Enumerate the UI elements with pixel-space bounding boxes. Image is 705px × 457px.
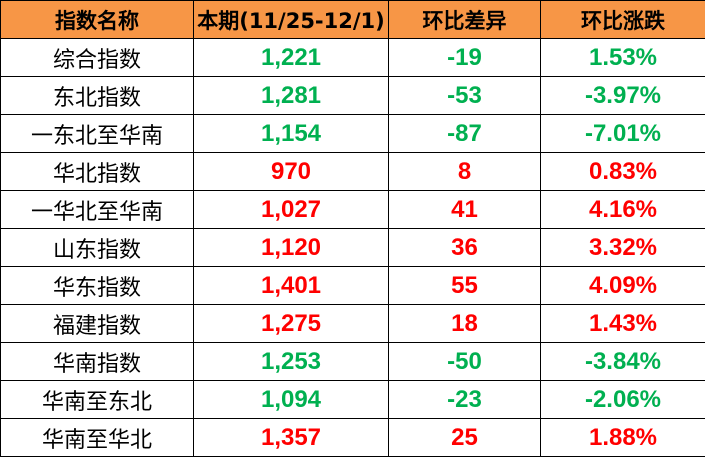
name-cell: 一东北至华南 [0, 114, 194, 153]
name-cell: 华南指数 [0, 342, 194, 381]
header-value: 本期(11/25-12/1) [193, 0, 389, 39]
table-row: 华东指数 1,401 55 4.09% [0, 266, 705, 305]
value-cell: 1,357 [193, 418, 389, 457]
pct-cell: 4.09% [540, 266, 705, 305]
diff-cell: -19 [388, 38, 541, 77]
pct-cell: 0.83% [540, 152, 705, 191]
diff-cell: -53 [388, 76, 541, 115]
diff-cell: -23 [388, 380, 541, 419]
name-cell: 山东指数 [0, 228, 194, 267]
value-cell: 970 [193, 152, 389, 191]
table-row: 一华北至华南 1,027 41 4.16% [0, 190, 705, 229]
value-cell: 1,275 [193, 304, 389, 343]
header-pct: 环比涨跌 [540, 0, 705, 39]
pct-cell: -2.06% [540, 380, 705, 419]
name-cell: 综合指数 [0, 38, 194, 77]
pct-cell: -3.97% [540, 76, 705, 115]
pct-cell: 4.16% [540, 190, 705, 229]
pct-cell: 1.88% [540, 418, 705, 457]
value-cell: 1,253 [193, 342, 389, 381]
name-cell: 东北指数 [0, 76, 194, 115]
pct-cell: 3.32% [540, 228, 705, 267]
diff-cell: -50 [388, 342, 541, 381]
value-cell: 1,120 [193, 228, 389, 267]
table-row: 华南指数 1,253 -50 -3.84% [0, 342, 705, 381]
diff-cell: 18 [388, 304, 541, 343]
name-cell: 福建指数 [0, 304, 194, 343]
table-row: 华南至华北 1,357 25 1.88% [0, 418, 705, 457]
value-cell: 1,281 [193, 76, 389, 115]
name-cell: 华南至东北 [0, 380, 194, 419]
diff-cell: 55 [388, 266, 541, 305]
table-row: 一东北至华南 1,154 -87 -7.01% [0, 114, 705, 153]
table-row: 福建指数 1,275 18 1.43% [0, 304, 705, 343]
diff-cell: 41 [388, 190, 541, 229]
name-cell: 一华北至华南 [0, 190, 194, 229]
name-cell: 华东指数 [0, 266, 194, 305]
value-cell: 1,401 [193, 266, 389, 305]
pct-cell: 1.53% [540, 38, 705, 77]
pct-cell: 1.43% [540, 304, 705, 343]
header-name: 指数名称 [0, 0, 194, 39]
diff-cell: -87 [388, 114, 541, 153]
pct-cell: -7.01% [540, 114, 705, 153]
header-row: 指数名称 本期(11/25-12/1) 环比差异 环比涨跌 [0, 0, 705, 39]
diff-cell: 36 [388, 228, 541, 267]
diff-cell: 8 [388, 152, 541, 191]
table-row: 华南至东北 1,094 -23 -2.06% [0, 380, 705, 419]
pct-cell: -3.84% [540, 342, 705, 381]
table-row: 华北指数 970 8 0.83% [0, 152, 705, 191]
table-row: 综合指数 1,221 -19 1.53% [0, 38, 705, 77]
value-cell: 1,154 [193, 114, 389, 153]
name-cell: 华北指数 [0, 152, 194, 191]
name-cell: 华南至华北 [0, 418, 194, 457]
diff-cell: 25 [388, 418, 541, 457]
value-cell: 1,094 [193, 380, 389, 419]
table-row: 东北指数 1,281 -53 -3.97% [0, 76, 705, 115]
value-cell: 1,027 [193, 190, 389, 229]
table-row: 山东指数 1,120 36 3.32% [0, 228, 705, 267]
header-diff: 环比差异 [388, 0, 541, 39]
value-cell: 1,221 [193, 38, 389, 77]
